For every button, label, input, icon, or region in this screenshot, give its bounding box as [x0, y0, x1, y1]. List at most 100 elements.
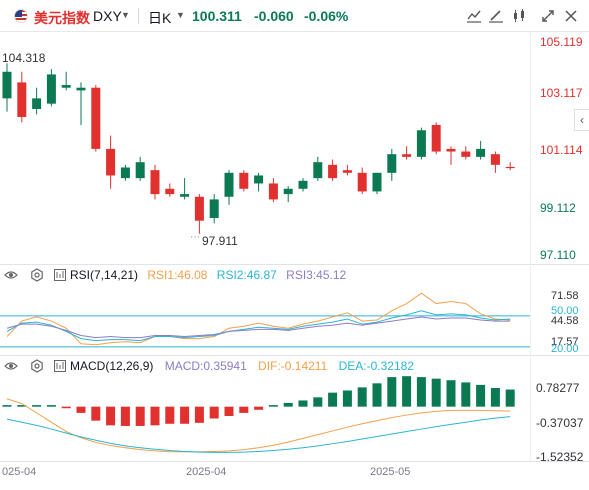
close-icon[interactable]	[561, 7, 581, 25]
time-axis-label: 025-04	[2, 466, 37, 478]
draw-icon[interactable]	[486, 7, 506, 25]
candle-body	[61, 85, 71, 88]
price-change-percent: -0.06%	[304, 8, 349, 24]
candle-body	[2, 71, 12, 99]
high-price-label: 104.318	[2, 51, 46, 65]
candle-body	[165, 188, 175, 195]
price-axis-label: 105.119	[540, 35, 583, 49]
dea-value: DEA:-0.32182	[338, 359, 414, 373]
macd-histogram-bar	[32, 405, 42, 407]
candle-body	[106, 148, 116, 176]
candle-body	[46, 74, 56, 104]
source-icon[interactable]	[54, 360, 66, 372]
settings-icon[interactable]	[30, 359, 44, 373]
candle-body	[76, 87, 86, 91]
macd-histogram-bar	[224, 406, 234, 416]
macd-histogram-bar	[490, 388, 500, 407]
candle-body	[120, 167, 130, 179]
candle-body	[342, 170, 352, 173]
interval-dropdown-icon[interactable]: ▼	[176, 10, 185, 20]
collapse-axis-button[interactable]: ‹	[574, 109, 589, 131]
interval-selector[interactable]: 日K	[148, 10, 172, 26]
symbol-name[interactable]: 美元指数	[34, 10, 90, 26]
macd-histogram-bar	[505, 389, 515, 407]
candle-body	[91, 87, 101, 149]
macd-histogram-bar	[209, 406, 219, 419]
rsi-axis-label: 20.00	[551, 343, 579, 355]
macd-histogram-bar	[91, 406, 101, 421]
price-axis-label: 103.117	[540, 86, 583, 100]
macd-histogram-bar	[76, 406, 86, 413]
macd-histogram-bar	[268, 405, 278, 407]
macd-histogram-bar	[135, 406, 145, 426]
candle-body	[32, 98, 42, 109]
candle-body	[446, 148, 456, 152]
time-axis-label: 2025-04	[186, 466, 227, 478]
rsi-axis-label: 44.58	[551, 315, 579, 327]
macd-label: MACD(12,26,9)	[70, 359, 154, 373]
fullscreen-icon[interactable]	[538, 7, 558, 25]
macd-histogram-bar	[328, 392, 338, 407]
rsi-line-rsi2	[6, 310, 511, 342]
macd-axis-label: -0.37037	[536, 416, 584, 430]
macd-histogram-bar	[446, 380, 456, 407]
rsi1-value: RSI1:46.08	[147, 268, 208, 282]
macd-histogram-bar	[120, 406, 130, 426]
macd-histogram-bar	[46, 405, 56, 407]
macd-histogram-bar	[180, 406, 190, 424]
macd-controls	[4, 359, 66, 373]
macd-histogram-bar	[476, 384, 486, 407]
candle-body	[357, 172, 367, 192]
candle-body	[461, 151, 471, 157]
rsi-legend: RSI(7,14,21) RSI1:46.08 RSI2:46.87 RSI3:…	[70, 268, 346, 282]
low-price-label: 97.911	[202, 234, 238, 248]
candle-body	[431, 124, 441, 152]
candle-body	[387, 154, 397, 173]
price-axis-label: 99.112	[540, 201, 576, 215]
candle-body	[416, 130, 426, 157]
source-icon[interactable]	[54, 269, 66, 281]
macd-histogram-bar	[461, 382, 471, 407]
rsi3-value: RSI3:45.12	[286, 268, 347, 282]
rsi-line-rsi1	[6, 292, 511, 346]
settings-icon[interactable]	[30, 268, 44, 282]
macd-histogram-bar	[372, 383, 382, 407]
candle-body	[313, 162, 323, 179]
macd-histogram-bar	[402, 376, 412, 407]
macd-histogram-bar	[239, 406, 249, 413]
candle-body	[209, 199, 219, 219]
macd-layer	[2, 376, 515, 453]
macd-histogram-bar	[2, 405, 12, 407]
candles-layer	[2, 63, 515, 234]
macd-value: MACD:0.35941	[164, 359, 247, 373]
macd-histogram-bar	[106, 406, 116, 426]
candle-body	[372, 172, 382, 192]
macd-line-dif	[6, 398, 511, 453]
symbol-code[interactable]: DXY	[93, 8, 122, 24]
rsi-line-rsi3	[6, 316, 511, 339]
rsi-axis-label: 17.57	[551, 336, 579, 348]
macd-histogram-bar	[357, 387, 367, 407]
macd-axis-label: -1.52352	[536, 450, 584, 464]
eye-icon[interactable]	[4, 268, 18, 282]
rsi-layer	[0, 292, 530, 348]
candle-body	[268, 183, 278, 200]
time-axis-label: 2025-05	[370, 466, 411, 478]
candle-style-icon[interactable]	[509, 7, 529, 25]
candle-body	[476, 148, 486, 157]
indicator-icon[interactable]	[464, 7, 484, 25]
eye-icon[interactable]	[4, 359, 18, 373]
macd-histogram-bar	[283, 402, 293, 407]
candle-body	[135, 162, 145, 179]
macd-histogram-bar	[194, 406, 204, 423]
macd-histogram-bar	[17, 405, 27, 407]
symbol-dropdown-icon[interactable]: ▼	[121, 10, 130, 20]
macd-axis-label: 0.78277	[536, 381, 580, 395]
candle-body	[17, 82, 27, 117]
candle-body	[283, 188, 293, 195]
candle-body	[224, 172, 234, 197]
candle-body	[298, 180, 308, 189]
last-price: 100.311	[192, 8, 242, 24]
price-axis-label: 101.114	[540, 143, 583, 157]
